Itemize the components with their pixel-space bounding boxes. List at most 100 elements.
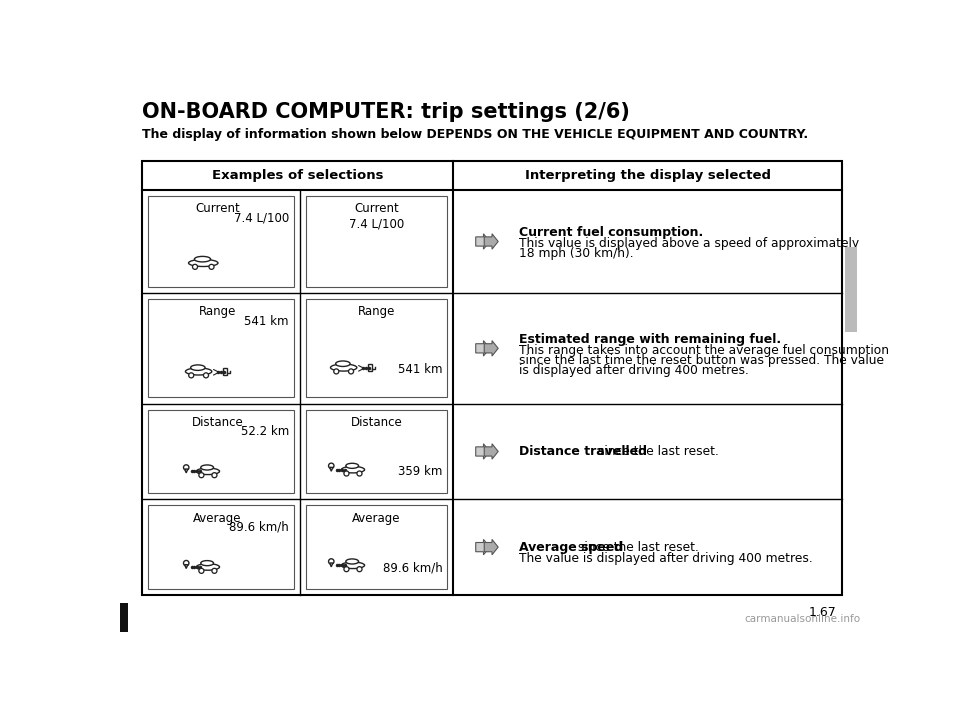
Text: 541 km: 541 km	[245, 315, 289, 327]
Circle shape	[204, 374, 207, 376]
Ellipse shape	[342, 562, 365, 569]
Text: Current: Current	[195, 202, 240, 215]
Text: Distance: Distance	[350, 416, 402, 429]
Text: 541 km: 541 km	[397, 364, 443, 376]
Ellipse shape	[194, 256, 210, 262]
Ellipse shape	[201, 561, 213, 566]
Text: Average speed: Average speed	[519, 541, 623, 554]
Text: 1.67: 1.67	[808, 606, 836, 619]
Text: 18 mph (30 km/h).: 18 mph (30 km/h).	[519, 247, 634, 260]
Text: is displayed after driving 400 metres.: is displayed after driving 400 metres.	[519, 364, 749, 377]
Circle shape	[194, 266, 196, 268]
Ellipse shape	[346, 464, 359, 469]
Polygon shape	[329, 467, 333, 471]
Circle shape	[346, 472, 348, 475]
Circle shape	[190, 374, 192, 376]
Circle shape	[358, 472, 361, 475]
Circle shape	[199, 569, 204, 573]
Circle shape	[209, 264, 214, 269]
Bar	[306, 196, 447, 287]
Ellipse shape	[330, 364, 357, 371]
Text: This range takes into account the average fuel consumption: This range takes into account the averag…	[519, 344, 889, 356]
Text: since the last time the reset button was pressed. The value: since the last time the reset button was…	[519, 354, 884, 367]
Bar	[368, 364, 372, 371]
Circle shape	[328, 463, 334, 469]
Circle shape	[344, 471, 348, 476]
Circle shape	[193, 264, 198, 269]
Ellipse shape	[346, 559, 359, 564]
Text: 89.6 km/h: 89.6 km/h	[229, 521, 289, 534]
Ellipse shape	[336, 361, 350, 366]
Text: Examples of selections: Examples of selections	[212, 169, 383, 182]
Ellipse shape	[201, 465, 213, 470]
Circle shape	[335, 371, 338, 373]
Circle shape	[348, 369, 353, 374]
Polygon shape	[476, 234, 490, 249]
Circle shape	[210, 266, 213, 268]
Circle shape	[204, 373, 208, 378]
Text: Average: Average	[193, 512, 242, 525]
Polygon shape	[484, 341, 498, 356]
Circle shape	[358, 568, 361, 570]
Polygon shape	[476, 341, 490, 356]
Ellipse shape	[188, 259, 218, 266]
Circle shape	[213, 569, 216, 572]
Bar	[148, 410, 294, 493]
Text: 89.6 km/h: 89.6 km/h	[383, 561, 443, 574]
Ellipse shape	[342, 466, 365, 473]
Polygon shape	[476, 444, 490, 459]
Text: since the last reset.: since the last reset.	[573, 541, 699, 554]
Text: Interpreting the display selected: Interpreting the display selected	[525, 169, 771, 182]
Circle shape	[328, 559, 334, 564]
Text: Range: Range	[199, 305, 236, 318]
Circle shape	[346, 568, 348, 570]
Circle shape	[201, 474, 203, 476]
Polygon shape	[484, 234, 498, 249]
Polygon shape	[476, 540, 490, 555]
Polygon shape	[484, 540, 498, 555]
Bar	[306, 299, 447, 398]
Text: This value is displayed above a speed of approximately: This value is displayed above a speed of…	[519, 237, 859, 250]
Polygon shape	[184, 564, 188, 569]
Text: Range: Range	[358, 305, 396, 318]
Bar	[223, 368, 228, 376]
Circle shape	[199, 473, 204, 478]
Ellipse shape	[196, 564, 220, 570]
Text: Distance travelled: Distance travelled	[519, 445, 647, 458]
Polygon shape	[329, 563, 333, 567]
Text: The display of information shown below DEPENDS ON THE VEHICLE EQUIPMENT AND COUN: The display of information shown below D…	[142, 129, 807, 141]
Bar	[306, 410, 447, 493]
Text: Estimated range with remaining fuel.: Estimated range with remaining fuel.	[519, 333, 781, 346]
Ellipse shape	[185, 368, 212, 375]
Bar	[306, 506, 447, 589]
Circle shape	[344, 567, 348, 572]
Polygon shape	[184, 469, 188, 473]
Text: Current: Current	[354, 202, 399, 215]
Text: Current fuel consumption.: Current fuel consumption.	[519, 226, 704, 239]
Bar	[845, 247, 857, 332]
Circle shape	[189, 373, 194, 378]
Text: since the last reset.: since the last reset.	[594, 445, 719, 458]
Text: carmanualsonline.info: carmanualsonline.info	[745, 614, 861, 624]
Circle shape	[201, 569, 203, 572]
Bar	[148, 506, 294, 589]
Text: The value is displayed after driving 400 metres.: The value is displayed after driving 400…	[519, 552, 813, 564]
Circle shape	[213, 474, 216, 476]
Polygon shape	[484, 444, 498, 459]
Circle shape	[334, 369, 339, 374]
Circle shape	[349, 371, 352, 373]
Text: ON-BOARD COMPUTER: trip settings (2/6): ON-BOARD COMPUTER: trip settings (2/6)	[142, 102, 630, 122]
Bar	[148, 299, 294, 398]
Circle shape	[212, 569, 217, 573]
Text: 359 km: 359 km	[398, 466, 443, 479]
Circle shape	[357, 567, 362, 572]
Circle shape	[183, 465, 189, 470]
Ellipse shape	[191, 365, 205, 371]
Bar	[142, 160, 842, 595]
Circle shape	[357, 471, 362, 476]
Bar	[120, 603, 128, 632]
Ellipse shape	[196, 468, 220, 474]
Text: 7.4 L/100: 7.4 L/100	[348, 218, 404, 231]
Bar	[148, 196, 294, 287]
Text: Distance: Distance	[192, 416, 244, 429]
